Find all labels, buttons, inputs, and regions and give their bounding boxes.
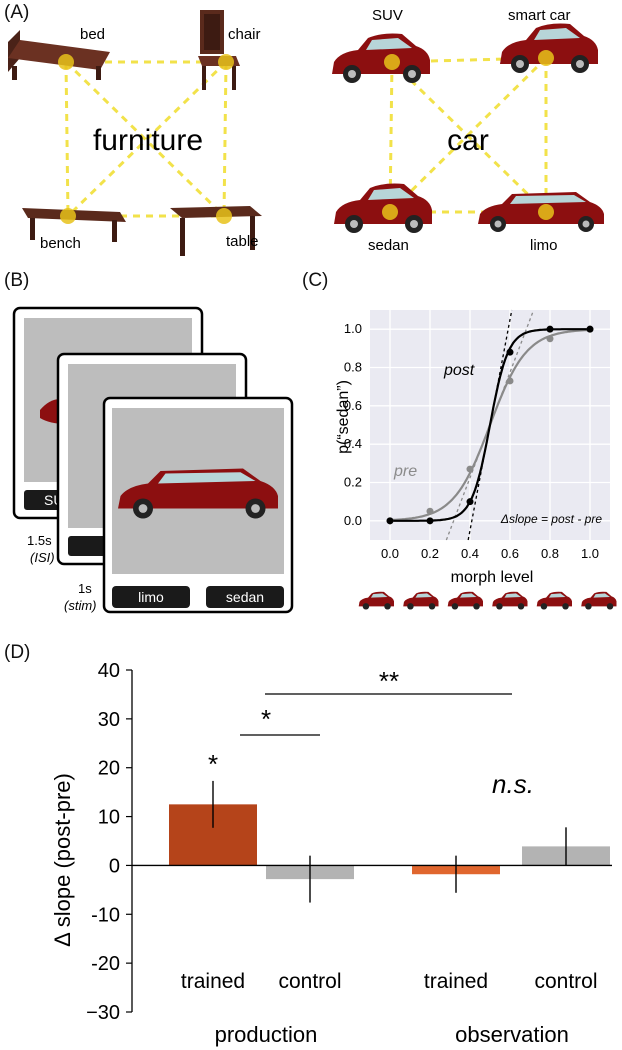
- psychometric-chart: 0.0 0.2 0.4 0.6 0.8 1.0 0.0 0.2 0.4 0.6 0.8 1.0 po…: [335, 309, 617, 610]
- category-label: control: [534, 970, 597, 993]
- delta-slope-annotation: Δslope = post - pre: [500, 512, 602, 526]
- limo-label: limo: [530, 237, 558, 254]
- y-tick-label: 0: [109, 855, 120, 877]
- option-limo-label: limo: [138, 589, 164, 605]
- chair-label: chair: [228, 26, 261, 43]
- pre-data-point: [466, 465, 474, 473]
- y-tick-label: 0.6: [344, 398, 362, 413]
- limo-stimulus-icon: [118, 468, 278, 519]
- morph-car-icon: [492, 591, 528, 610]
- sedan-label: sedan: [368, 237, 409, 254]
- bench-label: bench: [40, 235, 81, 252]
- x-tick-label: 0.2: [421, 546, 439, 561]
- y-axis-label: p(“sedan”): [335, 380, 352, 454]
- morph-car-icon: [536, 591, 572, 610]
- category-label: trained: [424, 970, 488, 993]
- x-tick-label: 0.8: [541, 546, 559, 561]
- isi-label: (ISI): [30, 550, 55, 565]
- post-data-point: [546, 325, 554, 333]
- y-tick-label: 0.8: [344, 360, 362, 375]
- x-tick-labels: 0.0 0.2 0.4 0.6 0.8 1.0: [381, 546, 599, 561]
- isi-time-label: 1.5s: [27, 533, 52, 548]
- y-tick-label: 0.4: [344, 436, 362, 451]
- post-data-point: [386, 517, 394, 525]
- pre-data-point: [506, 377, 514, 385]
- group-label-observation: observation: [455, 1022, 569, 1047]
- y-tick-label: -10: [91, 904, 120, 926]
- group-label-production: production: [215, 1022, 318, 1047]
- car-category-label: car: [447, 124, 489, 157]
- error-bars: [212, 780, 567, 903]
- morph-level-cars: [358, 591, 617, 610]
- category-labels: trained control trained control: [181, 970, 598, 993]
- y-tick-label: 40: [98, 660, 120, 682]
- pre-series-label: pre: [393, 463, 417, 480]
- x-axis-label: morph level: [451, 569, 534, 586]
- smart-car-label: smart car: [508, 7, 571, 24]
- y-axis-label: Δ slope (post-pre): [50, 773, 75, 947]
- option-sedan-label: sedan: [226, 589, 264, 605]
- trial-card-3: limo sedan: [102, 396, 294, 614]
- bracket-1-significance: *: [261, 704, 271, 734]
- post-series-label: post: [443, 362, 475, 379]
- panel-label-d: (D): [4, 642, 31, 663]
- bar1-significance-star: *: [208, 749, 218, 779]
- suv-label: SUV: [372, 7, 403, 24]
- bed-icon: [8, 30, 110, 80]
- post-data-point: [586, 325, 594, 333]
- morph-car-icon: [403, 591, 439, 610]
- post-data-point: [426, 517, 434, 525]
- panel-label-c: (C): [302, 270, 329, 291]
- y-tick-labels: 40 30 20 10 0 -10 -20 −30: [86, 660, 132, 1024]
- bars: [169, 804, 610, 880]
- pre-data-point: [426, 507, 434, 515]
- y-tick-label: -20: [91, 953, 120, 975]
- car-nodes: [382, 50, 554, 220]
- series-points: [386, 325, 594, 525]
- post-data-point: [466, 498, 474, 506]
- table-icon: [170, 206, 262, 256]
- morph-car-icon: [581, 591, 617, 610]
- table-label: table: [226, 233, 259, 250]
- option-sedan-button[interactable]: sedan: [206, 586, 284, 608]
- option-limo-button[interactable]: limo: [112, 586, 190, 608]
- panel-label-a: (A): [4, 2, 30, 23]
- y-tick-label: 0.0: [344, 513, 362, 528]
- furniture-nodes: [58, 54, 234, 224]
- y-tick-label: 10: [98, 807, 120, 829]
- stim-time-label: 1s: [78, 581, 92, 596]
- y-tick-label: 0.2: [344, 475, 362, 490]
- panel-label-b: (B): [4, 270, 30, 291]
- x-tick-label: 1.0: [581, 546, 599, 561]
- category-label: trained: [181, 970, 245, 993]
- x-tick-label: 0.4: [461, 546, 479, 561]
- panel-a-figure: bed chair bench table furniture SUV smar…: [8, 7, 604, 256]
- chair-icon: [198, 10, 240, 90]
- pre-data-point: [546, 335, 554, 343]
- smart-car-icon: [500, 23, 598, 73]
- furniture-category-label: furniture: [93, 124, 203, 157]
- y-tick-label: 1.0: [344, 321, 362, 336]
- x-tick-label: 0.0: [381, 546, 399, 561]
- pre-slope-line: [445, 309, 535, 541]
- post-data-point: [506, 348, 514, 356]
- series-lines: [389, 309, 591, 541]
- bracket-2-significance: **: [379, 666, 399, 696]
- category-label: control: [278, 970, 341, 993]
- y-tick-labels: 0.0 0.2 0.4 0.6 0.8 1.0: [344, 321, 362, 528]
- panel-b-figure: SU limo sedan 1.5s (ISI) 1s (stim): [12, 306, 294, 614]
- suv-icon: [332, 33, 430, 83]
- morph-car-icon: [358, 591, 394, 610]
- y-tick-label: 20: [98, 758, 120, 780]
- post-curve: [390, 328, 590, 522]
- y-tick-label: −30: [86, 1002, 120, 1024]
- stim-label: (stim): [64, 598, 97, 613]
- x-tick-label: 0.6: [501, 546, 519, 561]
- y-tick-label: 30: [98, 709, 120, 731]
- grid: [370, 310, 610, 540]
- bed-label: bed: [80, 26, 105, 43]
- morph-car-icon: [447, 591, 483, 610]
- not-significant-label: n.s.: [492, 769, 534, 799]
